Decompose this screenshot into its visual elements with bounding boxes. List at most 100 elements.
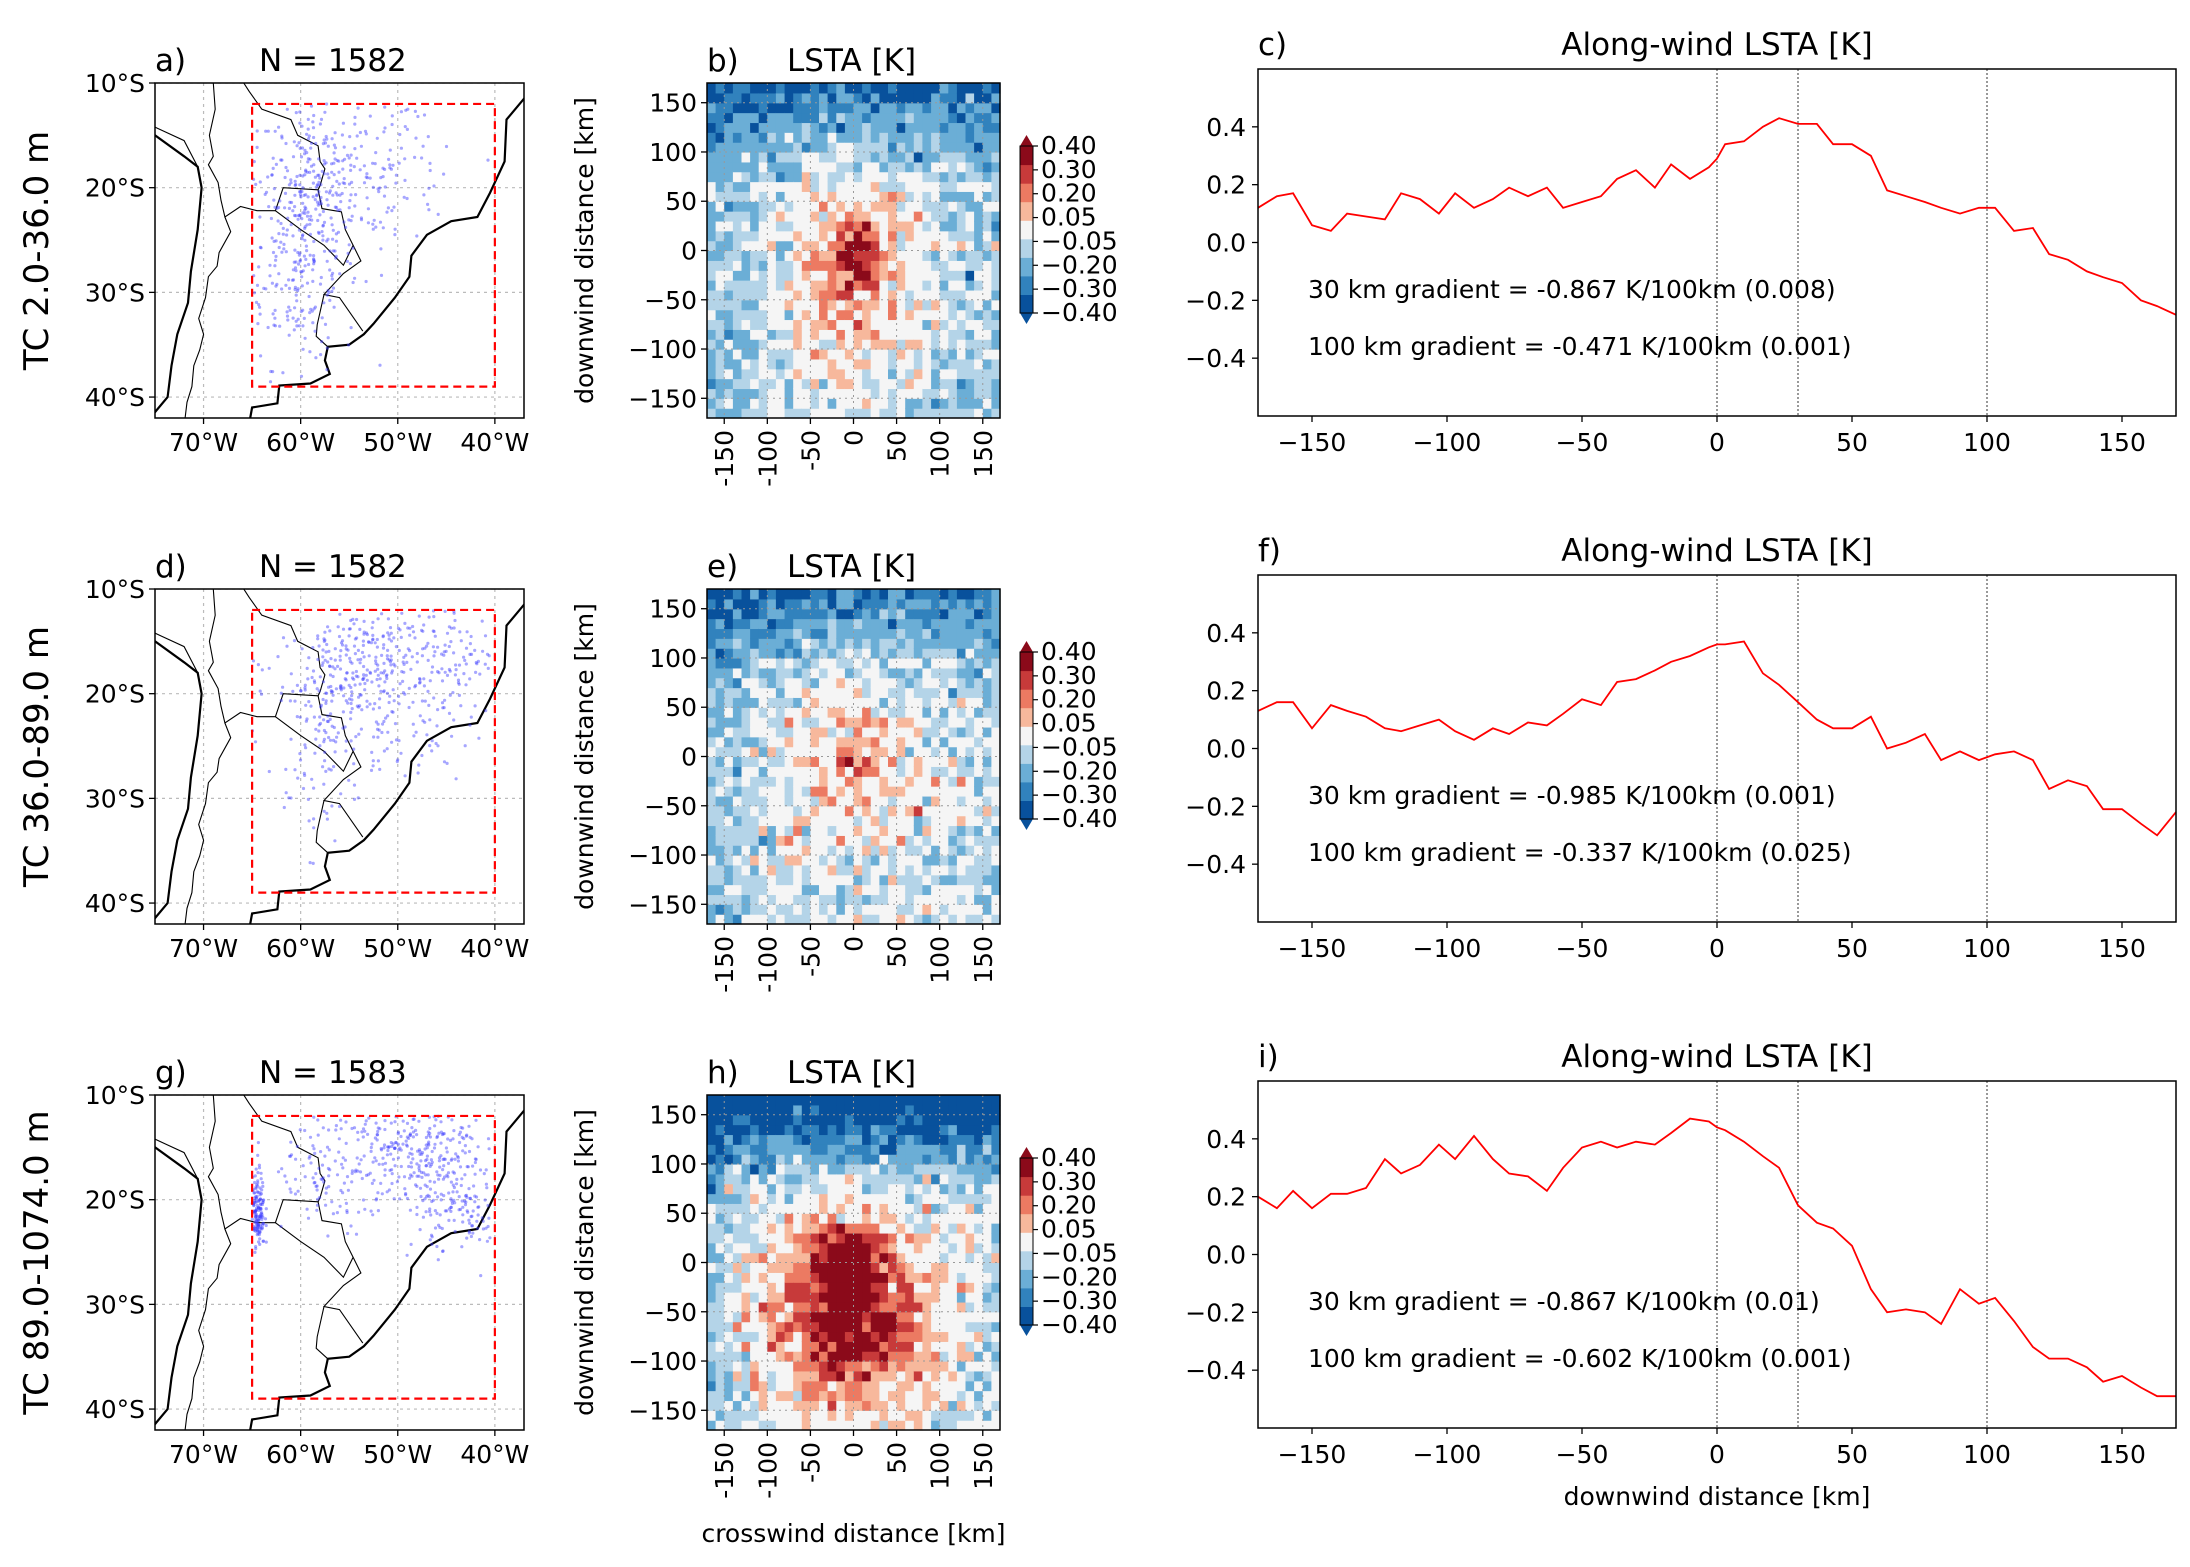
lsta-cell xyxy=(836,1134,846,1145)
event-point xyxy=(286,318,290,322)
lsta-cell xyxy=(931,618,941,630)
lsta-cell xyxy=(844,1164,855,1175)
lsta-ytick-label: −150 xyxy=(628,384,697,413)
lsta-cell xyxy=(767,201,777,212)
lsta-cell xyxy=(810,618,820,630)
event-point xyxy=(425,733,429,737)
lsta-cell xyxy=(793,884,803,896)
lsta-cell xyxy=(922,707,932,718)
lsta-cell xyxy=(732,746,743,758)
event-point xyxy=(441,706,445,710)
lsta-cell xyxy=(862,171,872,183)
lsta-cell xyxy=(810,1410,820,1421)
lsta-cell xyxy=(888,102,898,114)
event-point xyxy=(380,730,384,735)
event-point xyxy=(428,1187,433,1191)
event-point xyxy=(282,242,286,246)
lsta-cell xyxy=(956,766,967,777)
lsta-cell xyxy=(879,618,889,630)
event-point xyxy=(366,1173,370,1177)
event-point xyxy=(287,183,291,187)
event-point xyxy=(254,1247,258,1251)
lsta-cell xyxy=(888,894,898,905)
lsta-cell xyxy=(836,667,846,679)
event-point xyxy=(353,122,357,126)
lsta-cell xyxy=(767,628,777,639)
event-point xyxy=(317,723,321,727)
lsta-cell xyxy=(758,598,768,610)
lsta-cell xyxy=(732,658,743,669)
event-point xyxy=(458,1140,462,1145)
lsta-cell xyxy=(741,1252,751,1264)
colorbar-extend-bottom xyxy=(1020,819,1033,830)
lsta-cell xyxy=(741,240,751,252)
event-point xyxy=(356,675,360,679)
lsta-cell xyxy=(801,874,812,886)
lsta-cell xyxy=(741,726,751,738)
lsta-cell xyxy=(750,1282,760,1293)
event-point xyxy=(442,653,446,657)
lsta-cell xyxy=(827,717,837,728)
lsta-cell xyxy=(870,142,880,153)
lsta-cell xyxy=(974,230,984,242)
lsta-cell xyxy=(931,884,941,896)
lsta-cell xyxy=(741,1331,751,1342)
lsta-cell xyxy=(784,815,794,827)
lsta-xtick-label: 100 xyxy=(926,936,955,984)
event-point xyxy=(315,1208,319,1212)
lsta-cell xyxy=(810,349,820,360)
lsta-cell xyxy=(732,707,743,718)
lsta-cell xyxy=(715,648,725,659)
lsta-cell xyxy=(905,299,915,311)
event-point xyxy=(326,289,330,293)
event-point xyxy=(460,1245,464,1249)
lsta-cell xyxy=(810,1292,820,1303)
event-point xyxy=(303,238,307,242)
event-point xyxy=(441,1157,445,1162)
colorbar-tick-label: −0.30 xyxy=(1041,780,1118,809)
lsta-cell xyxy=(862,1134,872,1145)
lsta-cell xyxy=(724,1203,734,1214)
lsta-cell xyxy=(888,181,898,192)
lsta-cell xyxy=(741,92,751,104)
lsta-cell xyxy=(913,309,924,321)
event-point xyxy=(304,207,308,211)
lsta-cell xyxy=(922,598,932,610)
event-point xyxy=(314,185,318,189)
lsta-cell xyxy=(974,132,984,143)
lsta-cell xyxy=(750,746,760,758)
lsta-cell xyxy=(750,894,760,905)
lsta-cell xyxy=(715,339,725,350)
lsta-cell xyxy=(862,697,872,708)
lsta-cell xyxy=(922,191,932,202)
event-point xyxy=(321,680,326,684)
lsta-cell xyxy=(784,855,794,866)
lsta-cell xyxy=(844,112,855,124)
lsta-cell xyxy=(715,191,725,202)
lsta-cell xyxy=(879,83,889,94)
lsta-cell xyxy=(715,1331,725,1342)
lsta-cell xyxy=(862,280,872,291)
event-point xyxy=(477,1205,481,1209)
lsta-cell xyxy=(896,201,906,212)
lsta-cell xyxy=(948,270,958,281)
event-point xyxy=(387,1145,391,1149)
lsta-cell xyxy=(879,171,889,183)
lsta-cell xyxy=(775,181,786,192)
lsta-cell xyxy=(801,914,812,925)
lsta-cell xyxy=(801,161,812,173)
event-point xyxy=(354,193,358,197)
lsta-cell xyxy=(844,589,855,600)
lsta-cell xyxy=(974,628,984,639)
colorbar-frame xyxy=(1019,651,1034,820)
lsta-cell xyxy=(913,717,924,728)
event-point xyxy=(339,684,343,688)
event-point xyxy=(318,282,323,286)
lsta-cell xyxy=(870,230,880,242)
event-point xyxy=(429,1158,433,1162)
event-point xyxy=(408,649,412,653)
lsta-cell xyxy=(948,398,958,409)
lsta-cell xyxy=(784,697,794,708)
lsta-cell xyxy=(784,687,794,698)
event-point xyxy=(319,183,323,187)
